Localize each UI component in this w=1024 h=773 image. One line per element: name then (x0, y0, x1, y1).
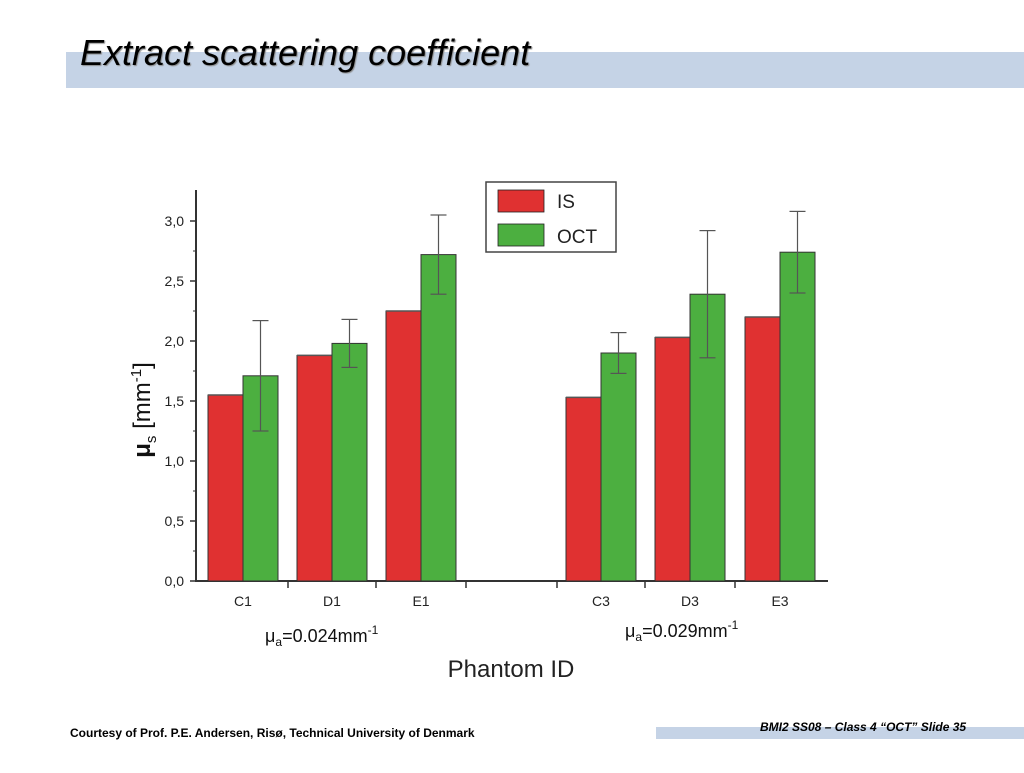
legend-swatch-is (497, 189, 545, 213)
bar-oct-e3 (779, 251, 816, 582)
bar-is-c1 (207, 394, 244, 582)
legend-label-oct: OCT (557, 227, 598, 248)
group-label-1: μa=0.024mm-1 (265, 623, 379, 649)
x-tick-label-d3: D3 (681, 593, 699, 609)
legend: IS OCT (485, 181, 617, 253)
legend-label-is: IS (557, 192, 575, 213)
footer-band (656, 727, 1024, 739)
bar-is-e1 (385, 310, 422, 582)
x-tick-label-c3: C3 (592, 593, 610, 609)
y-tick-label: 2,0 (165, 333, 185, 349)
bar-oct-d1 (331, 342, 368, 582)
footer-credit: Courtesy of Prof. P.E. Andersen, Risø, T… (70, 726, 475, 740)
y-tick-label: 1,0 (165, 453, 185, 469)
x-tick-label-d1: D1 (323, 593, 341, 609)
bar-is-c3 (565, 396, 602, 582)
group-label-2: μa=0.029mm-1 (625, 618, 739, 644)
bar-oct-e1 (420, 254, 457, 582)
bar-oct-c3 (600, 352, 637, 582)
x-tick-label-e3: E3 (771, 593, 788, 609)
y-tick-label: 1,5 (165, 393, 185, 409)
x-axis-title: Phantom ID (448, 656, 575, 683)
legend-swatch-oct (497, 223, 545, 247)
title-band (66, 52, 1024, 88)
y-tick-label: 2,5 (165, 273, 185, 289)
bar-is-d1 (296, 354, 333, 582)
slide-title: Extract scattering coefficient (80, 32, 531, 73)
footer-slide-number: BMI2 SS08 – Class 4 “OCT” Slide 35 (760, 720, 967, 734)
y-axis-title: μs [mm-1] (128, 362, 160, 458)
y-tick-label: 0,5 (165, 513, 185, 529)
x-tick-label-e1: E1 (412, 593, 429, 609)
y-tick-label: 0,0 (165, 573, 185, 589)
bar-is-e3 (744, 316, 781, 582)
bar-is-d3 (654, 336, 691, 582)
y-tick-label: 3,0 (165, 213, 185, 229)
x-tick-label-c1: C1 (234, 593, 252, 609)
